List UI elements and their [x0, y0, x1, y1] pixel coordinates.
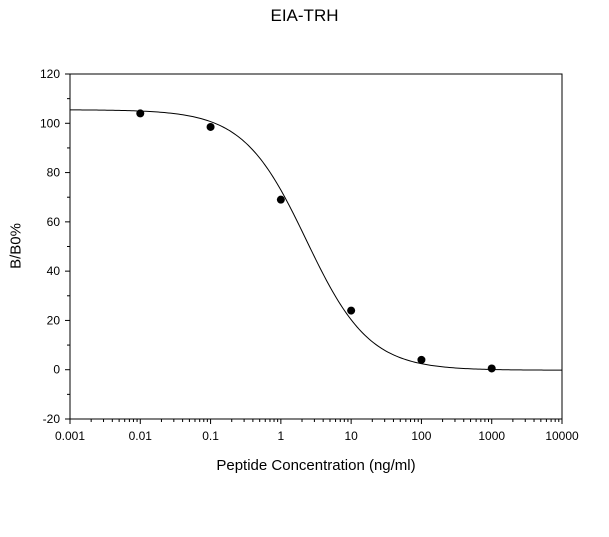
data-point	[206, 122, 215, 131]
x-axis-label: Peptide Concentration (ng/ml)	[216, 457, 416, 474]
data-point	[417, 355, 426, 364]
y-tick-label: 40	[47, 264, 61, 278]
chart-title: EIA-TRH	[270, 6, 339, 25]
y-tick-label: 120	[40, 67, 60, 81]
y-tick-label: 0	[53, 363, 60, 377]
x-tick-label: 0.01	[129, 429, 153, 443]
data-point	[136, 109, 145, 118]
x-tick-label: 100	[411, 429, 431, 443]
y-tick-label: 60	[47, 215, 61, 229]
y-axis-ticks: -20 0 20 40 60 80 100 120	[40, 67, 70, 426]
data-markers	[136, 109, 496, 373]
x-tick-label: 1000	[478, 429, 505, 443]
x-tick-label: 0.1	[202, 429, 219, 443]
y-tick-label: 20	[47, 313, 61, 327]
data-point	[487, 364, 496, 373]
y-tick-label: -20	[43, 412, 61, 426]
x-tick-label: 0.001	[55, 429, 85, 443]
data-point	[347, 306, 356, 315]
data-point	[276, 195, 285, 204]
x-tick-label: 10	[344, 429, 358, 443]
x-tick-label: 1	[278, 429, 285, 443]
y-tick-label: 80	[47, 166, 61, 180]
fit-curve-line	[69, 109, 563, 371]
x-tick-label: 10000	[545, 429, 579, 443]
y-tick-label: 100	[40, 116, 60, 130]
x-axis-ticks: 0.001 0.01 0.1 1 10 100 1000 10000	[55, 419, 579, 443]
